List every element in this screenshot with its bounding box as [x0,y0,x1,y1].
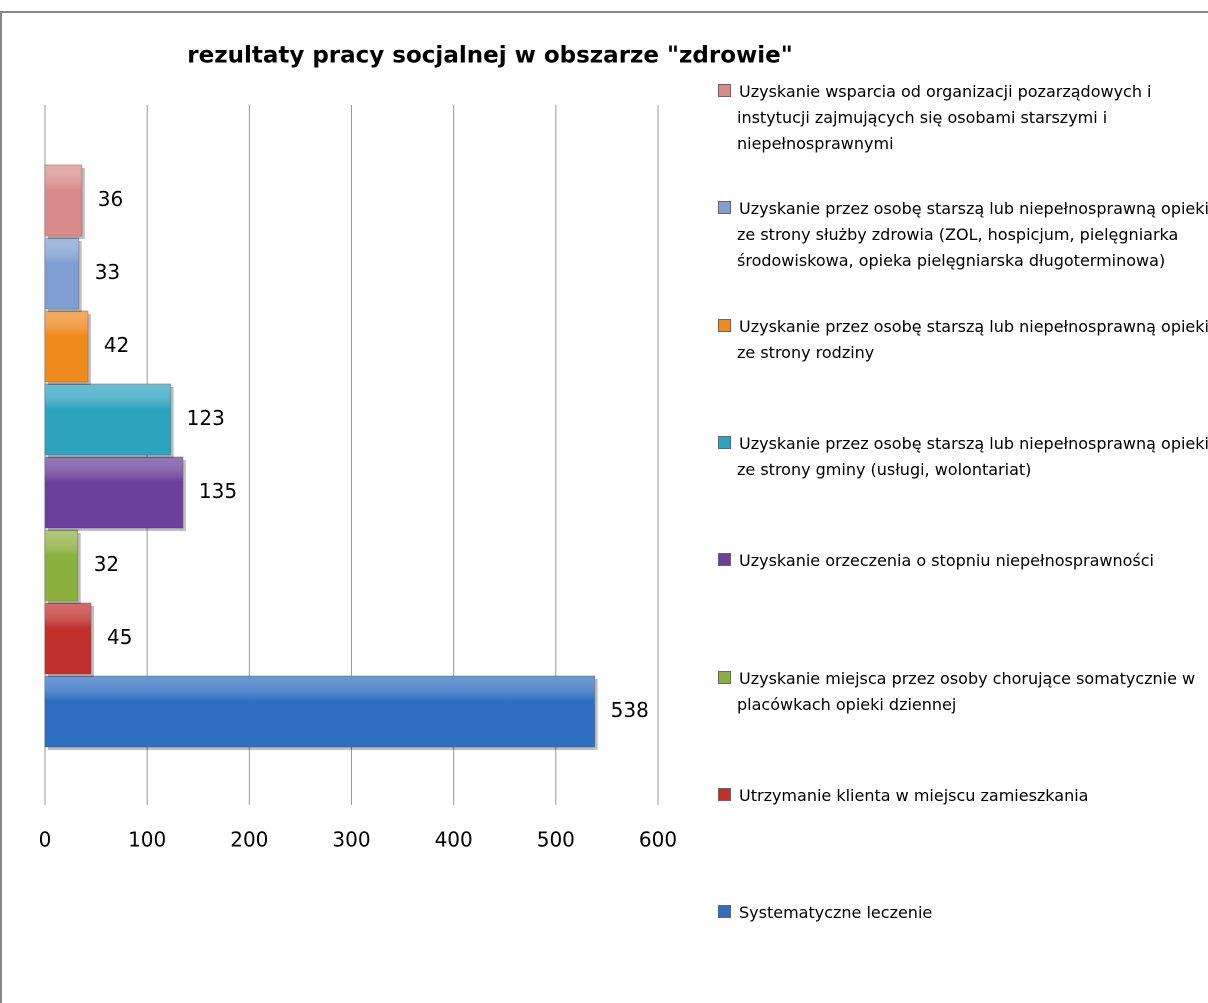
legend-label: Systematyczne leczenie [739,903,933,923]
bar-highlight [45,165,82,236]
legend-swatch [718,201,731,215]
value-label: 538 [611,698,649,722]
legend-label: Uzyskanie miejsca przez osoby chorujące … [737,668,1196,714]
legend-swatch [718,553,731,567]
bar-highlight [45,238,79,309]
legend-item: Uzyskanie przez osobę starszą lub niepeł… [718,196,1208,274]
legend-item: Uzyskanie miejsca przez osoby chorujące … [718,666,1208,718]
bar-highlight [45,676,595,747]
x-tick-label: 400 [435,828,473,852]
legend-label: Uzyskanie przez osobę starszą lub niepeł… [737,199,1208,271]
x-tick-label: 200 [230,828,268,852]
bar-highlight [45,311,88,382]
legend-swatch [718,84,731,97]
legend-item: Systematyczne leczenie [718,900,1208,926]
legend-label: Uzyskanie orzeczenia o stopniu niepełnos… [739,551,1154,571]
legend-item: Uzyskanie przez osobę starszą lub niepeł… [718,431,1208,483]
x-tick-label: 0 [39,828,52,852]
value-label: 33 [95,260,120,284]
x-tick-label: 100 [128,828,166,852]
bar-highlight [45,530,78,601]
legend-swatch [718,670,731,684]
legend-label: Utrzymanie klienta w miejscu zamieszkani… [739,785,1089,805]
legend-swatch [718,435,731,449]
legend-item: Uzyskanie orzeczenia o stopniu niepełnos… [718,548,1208,574]
legend-swatch [718,318,731,332]
x-tick-label: 500 [537,828,575,852]
bar-highlight [45,384,171,455]
frame [0,11,1208,1003]
legend-swatch [718,787,731,801]
legend-item: Uzyskanie przez osobę starszą lub niepeł… [718,314,1208,366]
x-tick-label: 300 [332,828,370,852]
value-label: 123 [187,406,225,430]
value-label: 36 [98,187,123,211]
x-tick-label: 600 [639,828,677,852]
value-label: 135 [199,479,237,503]
legend-label: Uzyskanie wsparcia od organizacji pozarz… [737,82,1152,153]
bar-highlight [45,457,183,528]
legend-label: Uzyskanie przez osobę starszą lub niepeł… [737,433,1208,479]
legend-label: Uzyskanie przez osobę starszą lub niepeł… [737,316,1208,362]
legend-swatch [718,905,731,919]
value-label: 42 [104,333,129,357]
value-label: 45 [107,625,132,649]
chart-title: rezultaty pracy socjalnej w obszarze "zd… [187,43,792,69]
value-label: 32 [94,552,119,576]
legend-item: Uzyskanie wsparcia od organizacji pozarz… [718,79,1208,157]
bar-highlight [45,603,91,674]
legend-item: Utrzymanie klienta w miejscu zamieszkani… [718,783,1208,809]
